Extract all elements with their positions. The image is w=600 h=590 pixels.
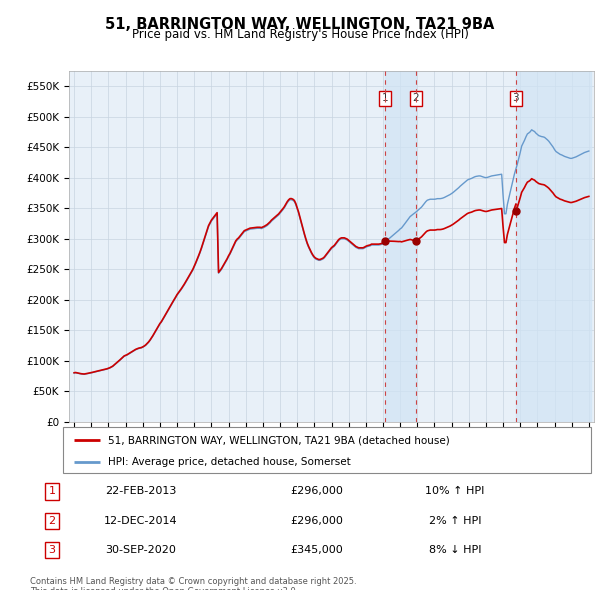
Text: 51, BARRINGTON WAY, WELLINGTON, TA21 9BA (detached house): 51, BARRINGTON WAY, WELLINGTON, TA21 9BA… xyxy=(108,435,449,445)
Text: £345,000: £345,000 xyxy=(290,545,343,555)
Text: Contains HM Land Registry data © Crown copyright and database right 2025.
This d: Contains HM Land Registry data © Crown c… xyxy=(30,577,356,590)
Text: 22-FEB-2013: 22-FEB-2013 xyxy=(105,486,176,496)
Text: £296,000: £296,000 xyxy=(290,516,343,526)
Bar xyxy=(385,71,416,422)
Text: 8% ↓ HPI: 8% ↓ HPI xyxy=(429,545,481,555)
Text: 2: 2 xyxy=(413,93,419,103)
Bar xyxy=(516,71,590,422)
FancyBboxPatch shape xyxy=(63,427,591,473)
Text: 3: 3 xyxy=(512,93,519,103)
Text: 1: 1 xyxy=(382,93,388,103)
Text: 51, BARRINGTON WAY, WELLINGTON, TA21 9BA: 51, BARRINGTON WAY, WELLINGTON, TA21 9BA xyxy=(106,17,494,31)
Text: 2: 2 xyxy=(49,516,56,526)
Text: 10% ↑ HPI: 10% ↑ HPI xyxy=(425,486,485,496)
Text: 2% ↑ HPI: 2% ↑ HPI xyxy=(429,516,481,526)
Text: 12-DEC-2014: 12-DEC-2014 xyxy=(104,516,177,526)
Text: 30-SEP-2020: 30-SEP-2020 xyxy=(105,545,176,555)
Text: 3: 3 xyxy=(49,545,56,555)
Text: 1: 1 xyxy=(49,486,56,496)
Text: Price paid vs. HM Land Registry's House Price Index (HPI): Price paid vs. HM Land Registry's House … xyxy=(131,28,469,41)
Text: £296,000: £296,000 xyxy=(290,486,343,496)
Text: HPI: Average price, detached house, Somerset: HPI: Average price, detached house, Some… xyxy=(108,457,350,467)
